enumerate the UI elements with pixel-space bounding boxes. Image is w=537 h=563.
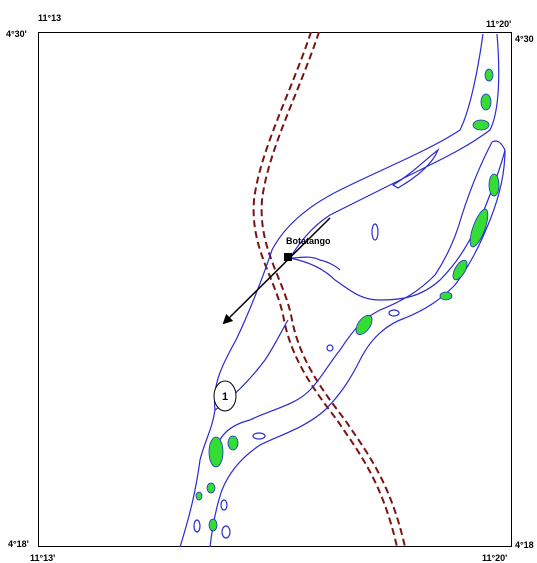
island-outline-7 [221, 525, 231, 539]
direction-arrow [222, 217, 331, 325]
sandbar-3 [472, 119, 490, 131]
sandbar-12 [195, 491, 203, 501]
sandbar-8 [355, 314, 373, 336]
sandbar-4 [488, 173, 500, 197]
island-outline-1 [371, 223, 379, 241]
island-outline-4 [252, 432, 266, 440]
sandbar-10 [227, 435, 239, 451]
bottom-right-latitude-label: 4°18 [515, 540, 534, 550]
bottom-left-latitude-label: 4°18' [8, 539, 29, 549]
road-line [252, 32, 406, 547]
site-marker-label: 1 [222, 391, 228, 403]
river-right-branch-lower-bank [209, 149, 506, 547]
site-marker-circle [213, 380, 237, 412]
island-outline-5 [220, 499, 228, 511]
sandbar-9 [208, 436, 224, 468]
sandbar-11 [206, 482, 216, 494]
town-marker [284, 253, 292, 261]
sandbar-13 [208, 518, 218, 532]
river-oxbow [391, 148, 440, 189]
island-outline-2 [388, 309, 400, 317]
top-left-longitude-label: 11°13 [38, 13, 62, 23]
island-outline-6 [193, 519, 201, 533]
town-label: Botatango [286, 236, 331, 246]
island-outline-3 [326, 344, 334, 352]
sandbar-5 [469, 208, 489, 248]
bottom-left-longitude-label: 11°13' [30, 553, 56, 563]
sandbar-1 [484, 68, 494, 82]
top-right-latitude-label: 4°30 [515, 34, 534, 44]
bottom-right-longitude-label: 11°20' [482, 553, 508, 563]
sandbar-7 [439, 291, 453, 301]
top-right-longitude-label: 11°20' [486, 19, 512, 29]
sandbar-2 [480, 93, 492, 111]
top-left-latitude-label: 4°30' [6, 29, 27, 39]
river-main-channel-right-bank [288, 33, 500, 271]
river-main-channel-left-bank [179, 33, 484, 547]
sandbar-6 [452, 259, 468, 281]
